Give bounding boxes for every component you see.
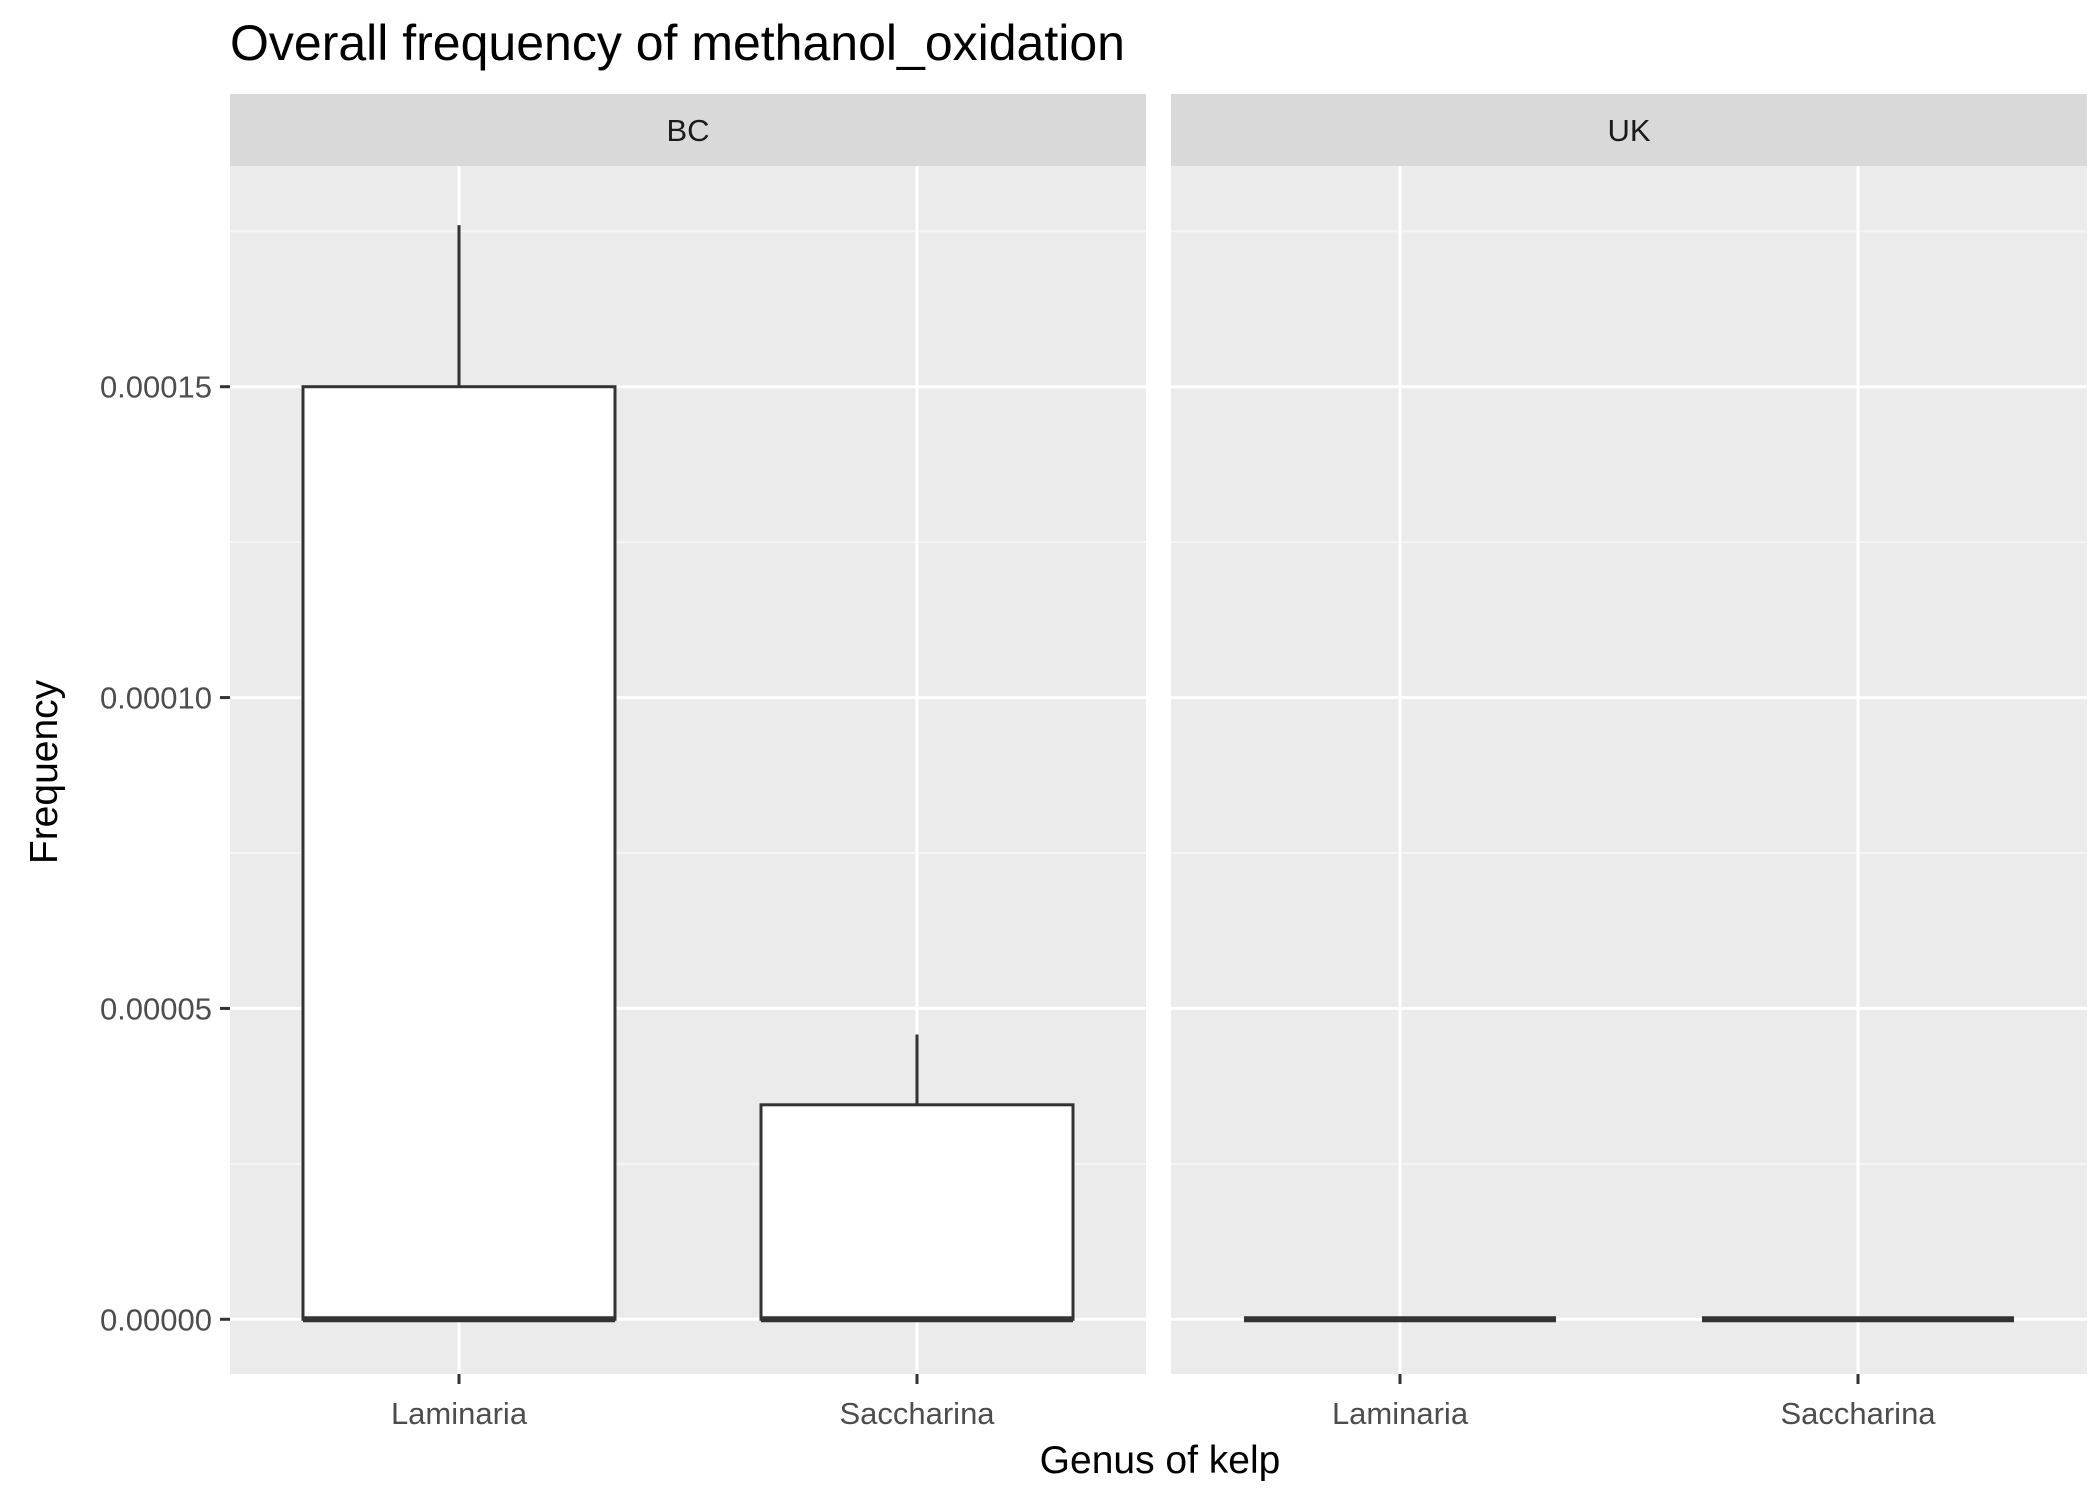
facet-strip-label-uk: UK: [1607, 113, 1650, 148]
x-tick-label: Laminaria: [391, 1396, 528, 1431]
chart-title: Overall frequency of methanol_oxidation: [230, 15, 1125, 71]
y-tick-label: 0.00005: [100, 991, 212, 1026]
facet-panels: BC Laminaria Saccharina UK Laminaria Sacchari…: [100, 94, 2087, 1431]
x-tick-label: Saccharina: [839, 1396, 995, 1431]
y-axis: 0.00000 0.00005 0.00010 0.00015: [100, 370, 230, 1337]
facet-strip: [1171, 94, 2087, 166]
y-tick-label: 0.00015: [100, 370, 212, 405]
panel-uk: UK Laminaria Saccharina: [1171, 94, 2087, 1431]
box-laminaria: [301, 385, 617, 1321]
y-tick-label: 0.00000: [100, 1302, 212, 1337]
panel-bc: BC Laminaria Saccharina: [230, 94, 1146, 1431]
x-tick-label: Saccharina: [1780, 1396, 1936, 1431]
x-tick-label: Laminaria: [1332, 1396, 1469, 1431]
facet-strip: [230, 94, 1146, 166]
y-axis-title: Frequency: [23, 679, 66, 864]
x-axis-title: Genus of kelp: [1040, 1439, 1281, 1482]
panel-background: [1171, 166, 2087, 1374]
y-tick-label: 0.00010: [100, 681, 212, 716]
box-saccharina: [759, 1103, 1075, 1321]
facet-strip-label-bc: BC: [666, 113, 709, 148]
